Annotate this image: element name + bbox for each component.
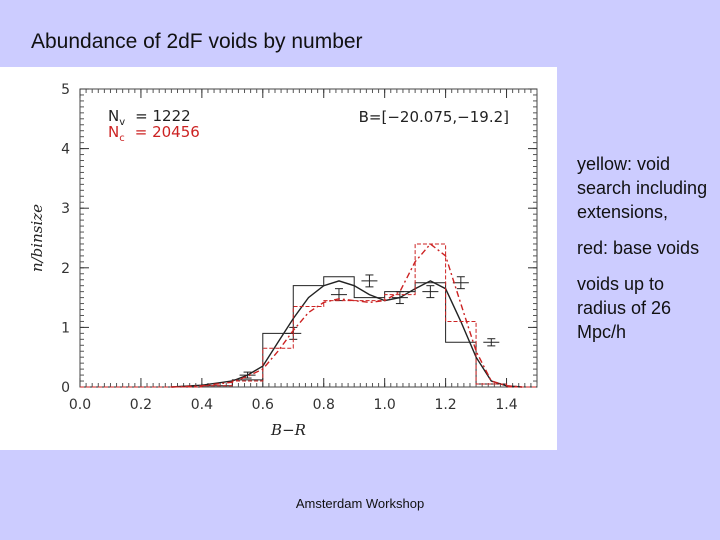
- axis-labels: B−R n/binsize B=[−20.075,−19.2]: [28, 108, 509, 439]
- histogram-N_v: [80, 276, 537, 388]
- x-axis-title: B−R: [270, 421, 306, 439]
- x-tick-label: 1.4: [495, 397, 517, 413]
- footer-text: Amsterdam Workshop: [295, 496, 425, 511]
- y-tick-label: 4: [61, 142, 70, 158]
- magnitude-range-annotation: B=[−20.075,−19.2]: [359, 108, 509, 126]
- axis-ticks: 0.0 0.2 0.4 0.6 0.8 1.0 1.2 1.4 0 1 2 3 4 5: [61, 82, 538, 413]
- y-tick-label: 1: [61, 320, 70, 336]
- y-tick-label: 0: [61, 380, 70, 396]
- legend-entry: Nc = 20456: [108, 123, 200, 144]
- chart-panel: 0.0 0.2 0.4 0.6 0.8 1.0 1.2 1.4 0 1 2 3 4 5 B−R n/bins…: [0, 67, 557, 450]
- x-tick-label: 0.2: [130, 397, 152, 413]
- note-red: red: base voids: [577, 238, 700, 258]
- x-tick-label: 0.6: [252, 397, 274, 413]
- y-tick-label: 5: [61, 82, 70, 98]
- legend-entry: Nv = 1222: [108, 107, 191, 128]
- series-layer: [80, 243, 537, 388]
- x-tick-label: 0.8: [313, 397, 335, 413]
- y-tick-label: 2: [61, 261, 70, 277]
- x-tick-label: 1.0: [374, 397, 396, 413]
- curve-N_v: [171, 280, 522, 388]
- note-yellow: yellow: void search including extensions…: [577, 154, 708, 222]
- y-tick-label: 3: [61, 201, 70, 217]
- curve-N_c: [171, 243, 522, 388]
- y-axis-title: n/binsize: [28, 204, 46, 272]
- histogram-N_c: [80, 243, 537, 388]
- x-tick-label: 1.2: [434, 397, 456, 413]
- x-tick-label: 0.4: [191, 397, 213, 413]
- side-notes: yellow: void search including extensions…: [577, 152, 709, 356]
- x-tick-label: 0.0: [69, 397, 91, 413]
- slide-title: Abundance of 2dF voids by number: [31, 30, 363, 53]
- histogram-chart: 0.0 0.2 0.4 0.6 0.8 1.0 1.2 1.4 0 1 2 3 4 5 B−R n/bins…: [28, 82, 538, 439]
- note-radius: voids up to radius of 26 Mpc/h: [577, 274, 672, 342]
